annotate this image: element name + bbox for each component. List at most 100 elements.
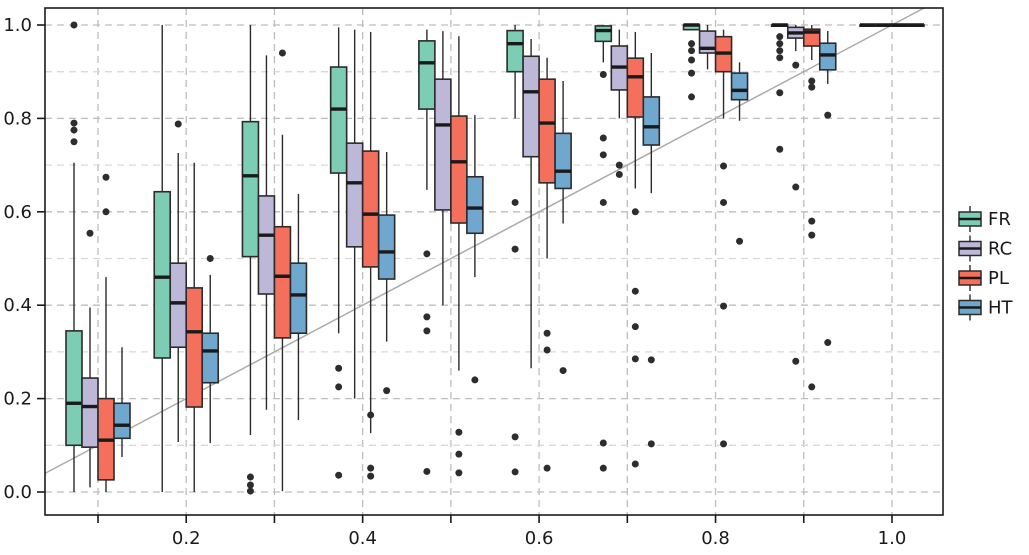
- outlier-point: [559, 367, 567, 375]
- outlier-point: [455, 450, 463, 458]
- box-PL-x0.4: [361, 32, 380, 480]
- legend-item-RC: RC: [958, 235, 1012, 262]
- outlier-point: [792, 357, 800, 365]
- iqr-box: [538, 78, 556, 184]
- box-HT-x0.9: [818, 31, 837, 347]
- outlier-point: [543, 329, 551, 337]
- outlier-point: [455, 428, 463, 436]
- outlier-point: [599, 134, 607, 142]
- iqr-box: [418, 40, 436, 110]
- outlier-point: [776, 89, 784, 97]
- outlier-point: [367, 472, 375, 480]
- outlier-point: [647, 356, 655, 364]
- outlier-point: [335, 383, 343, 391]
- iqr-box: [65, 330, 83, 447]
- outlier-point: [792, 61, 800, 69]
- outlier-point: [455, 469, 463, 477]
- box-HT-x0.5: [466, 115, 484, 384]
- box-RC-x0.8: [698, 25, 717, 70]
- box-HT-x0.8: [730, 62, 749, 245]
- box-PL-x1: [891, 23, 909, 28]
- outlier-point: [688, 56, 696, 64]
- box-FR-x0.6: [506, 25, 524, 476]
- iqr-box: [289, 262, 308, 335]
- outlier-point: [70, 21, 78, 29]
- x-tick-label: 0.4: [348, 528, 377, 549]
- outlier-point: [423, 250, 431, 258]
- box-HT-x0.1: [113, 347, 131, 457]
- iqr-box: [257, 195, 276, 295]
- outlier-point: [631, 355, 639, 363]
- legend-label: FR: [988, 209, 1011, 230]
- box-RC-x0.9: [786, 25, 805, 365]
- y-tick-label: 0.8: [3, 108, 32, 129]
- outlier-point: [423, 327, 431, 335]
- outlier-point: [776, 47, 784, 55]
- outlier-point: [70, 138, 78, 146]
- outlier-point: [688, 40, 696, 48]
- iqr-box: [185, 287, 204, 408]
- outlier-point: [511, 468, 519, 476]
- outlier-point: [102, 208, 110, 216]
- iqr-box: [241, 120, 260, 258]
- outlier-point: [824, 339, 832, 347]
- outlier-point: [647, 440, 655, 448]
- outlier-point: [599, 464, 607, 472]
- outlier-point: [792, 183, 800, 191]
- box-RC-x0.3: [257, 55, 276, 410]
- legend-item-HT: HT: [958, 294, 1014, 321]
- box-RC-x1: [875, 23, 893, 28]
- box-PL-x0.6: [538, 57, 556, 472]
- outlier-point: [70, 119, 78, 127]
- legend-label: PL: [988, 268, 1009, 289]
- iqr-box: [506, 29, 524, 73]
- iqr-box: [273, 225, 292, 339]
- box-RC-x0.7: [610, 29, 629, 178]
- outlier-point: [720, 440, 728, 448]
- outlier-point: [688, 69, 696, 77]
- iqr-box: [113, 402, 131, 440]
- outlier-point: [631, 460, 639, 468]
- box-HT-x0.2: [201, 255, 220, 443]
- outlier-point: [688, 47, 696, 55]
- box-PL-x0.5: [450, 36, 468, 477]
- box-FR-x0.4: [329, 27, 348, 479]
- box-HT-x1: [907, 23, 925, 28]
- iqr-box: [361, 150, 380, 268]
- box-RC-x0.6: [522, 39, 540, 369]
- outlier-point: [335, 364, 343, 372]
- outlier-point: [70, 126, 78, 134]
- box-HT-x0.6: [554, 81, 572, 375]
- y-tick-label: 1.0: [3, 15, 32, 36]
- outlier-point: [511, 433, 519, 441]
- box-PL-x0.2: [185, 162, 204, 492]
- legend-label: RC: [988, 239, 1012, 260]
- iqr-box: [594, 25, 613, 43]
- box-FR-x0.7: [594, 25, 613, 472]
- outlier-point: [776, 145, 784, 153]
- y-tick-label: 0.2: [3, 389, 32, 410]
- iqr-box: [522, 55, 540, 158]
- box-PL-x0.8: [714, 29, 733, 448]
- iqr-box: [642, 96, 661, 146]
- outlier-point: [206, 255, 214, 262]
- legend-item-PL: PL: [958, 265, 1009, 291]
- iqr-box: [329, 66, 348, 174]
- outlier-point: [776, 40, 784, 48]
- outlier-point: [776, 33, 784, 41]
- outlier-point: [278, 49, 286, 57]
- outlier-point: [808, 383, 816, 391]
- box-HT-x0.7: [642, 53, 661, 448]
- iqr-box: [345, 142, 364, 248]
- outlier-point: [615, 170, 623, 178]
- outlier-point: [86, 229, 94, 237]
- iqr-box: [450, 115, 468, 224]
- legend-label: HT: [988, 298, 1014, 319]
- outlier-point: [599, 439, 607, 447]
- box-FR-x0.8: [682, 23, 701, 101]
- outlier-point: [543, 464, 551, 472]
- outlier-point: [736, 237, 744, 245]
- iqr-box: [554, 132, 572, 190]
